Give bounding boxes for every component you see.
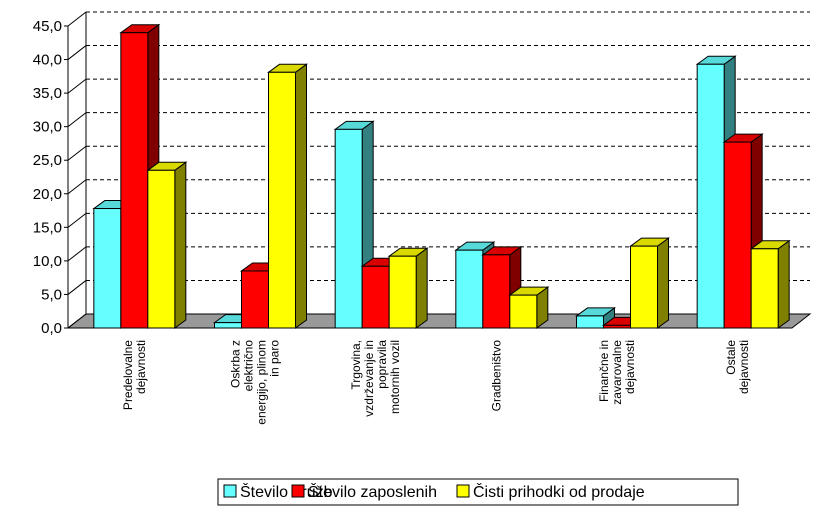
bar-side	[657, 237, 669, 329]
wall-tick	[67, 145, 87, 161]
legend-box	[217, 478, 739, 506]
x-tick-label: motornih vozil	[388, 340, 402, 414]
bar-front	[509, 294, 538, 329]
x-tick-label: dejavnosti	[623, 340, 637, 394]
bar-front	[214, 322, 242, 329]
legend-label: Čisti prihodki od prodaje	[473, 482, 645, 501]
y-tick-label: 30,0	[33, 119, 62, 136]
y-tick-label: 5,0	[41, 286, 62, 303]
wall-tick	[67, 112, 87, 128]
wall-tick	[67, 280, 87, 295]
wall-tick	[67, 179, 87, 195]
x-tick-label: dejavnosti	[737, 340, 751, 394]
bar-front	[388, 255, 417, 329]
y-tick-label: 10,0	[33, 253, 62, 270]
y-tick-label: 45,0	[33, 18, 62, 35]
x-tick-label: popravila	[375, 340, 389, 389]
x-tick-label: Ostale	[724, 340, 738, 375]
bar	[146, 161, 188, 329]
bar-front	[361, 265, 390, 329]
x-tick-label: vzdrževanje in	[362, 340, 376, 417]
y-tick-label: 40,0	[33, 52, 62, 69]
bar-front	[241, 270, 269, 329]
bar-front	[576, 315, 604, 329]
bar-front	[455, 249, 484, 329]
bar-front	[723, 141, 752, 329]
legend-swatch	[291, 484, 305, 498]
bar-front	[482, 254, 511, 329]
y-tick-label: 20,0	[33, 186, 62, 203]
legend-swatch	[223, 484, 237, 498]
y-tick-label: 25,0	[33, 152, 62, 169]
x-tick-label: Gradbeništvo	[489, 340, 503, 412]
y-tick-label: 0,0	[41, 320, 62, 337]
bar-front	[334, 128, 363, 329]
y-tick-label: 35,0	[33, 85, 62, 102]
bar-front	[268, 71, 296, 329]
wall-tick	[67, 78, 87, 94]
legend-label: Število zaposlenih	[308, 482, 437, 501]
bar-front	[630, 245, 658, 329]
bar-side	[777, 239, 790, 329]
bar-front	[696, 63, 725, 329]
bar	[628, 237, 671, 329]
x-tick-label: in paro	[268, 340, 282, 377]
x-tick-label: zavarovalne	[610, 340, 624, 405]
legend-swatch	[456, 484, 470, 498]
bar	[574, 306, 617, 329]
bar	[387, 247, 429, 329]
bar-front	[93, 208, 122, 329]
wall-tick	[67, 313, 87, 329]
y-tick-label: 15,0	[33, 219, 62, 236]
x-tick-label: dejavnosti	[134, 340, 148, 394]
legend-label: Število družb	[240, 482, 333, 501]
x-tick-label: Oskrba z	[229, 340, 243, 388]
x-tick-label: energijo, plinom	[255, 340, 269, 425]
bar	[266, 63, 309, 329]
bar-front	[147, 169, 176, 329]
bar-front	[750, 248, 779, 329]
x-tick-label: Finančne in	[597, 340, 611, 402]
bar-side	[415, 247, 428, 329]
bar-side	[174, 161, 187, 329]
wall-tick	[67, 246, 87, 262]
bar-front	[603, 324, 631, 329]
bar	[749, 239, 791, 329]
x-tick-label: električno	[242, 340, 256, 392]
x-tick-label: Trgovina,	[349, 340, 363, 390]
bar-front	[120, 32, 149, 329]
x-tick-label: Predelovalne	[121, 340, 135, 410]
wall-tick	[67, 11, 87, 27]
wall-tick	[67, 212, 87, 228]
wall-tick	[67, 45, 87, 60]
bar	[508, 286, 550, 329]
bar-side	[295, 63, 307, 329]
